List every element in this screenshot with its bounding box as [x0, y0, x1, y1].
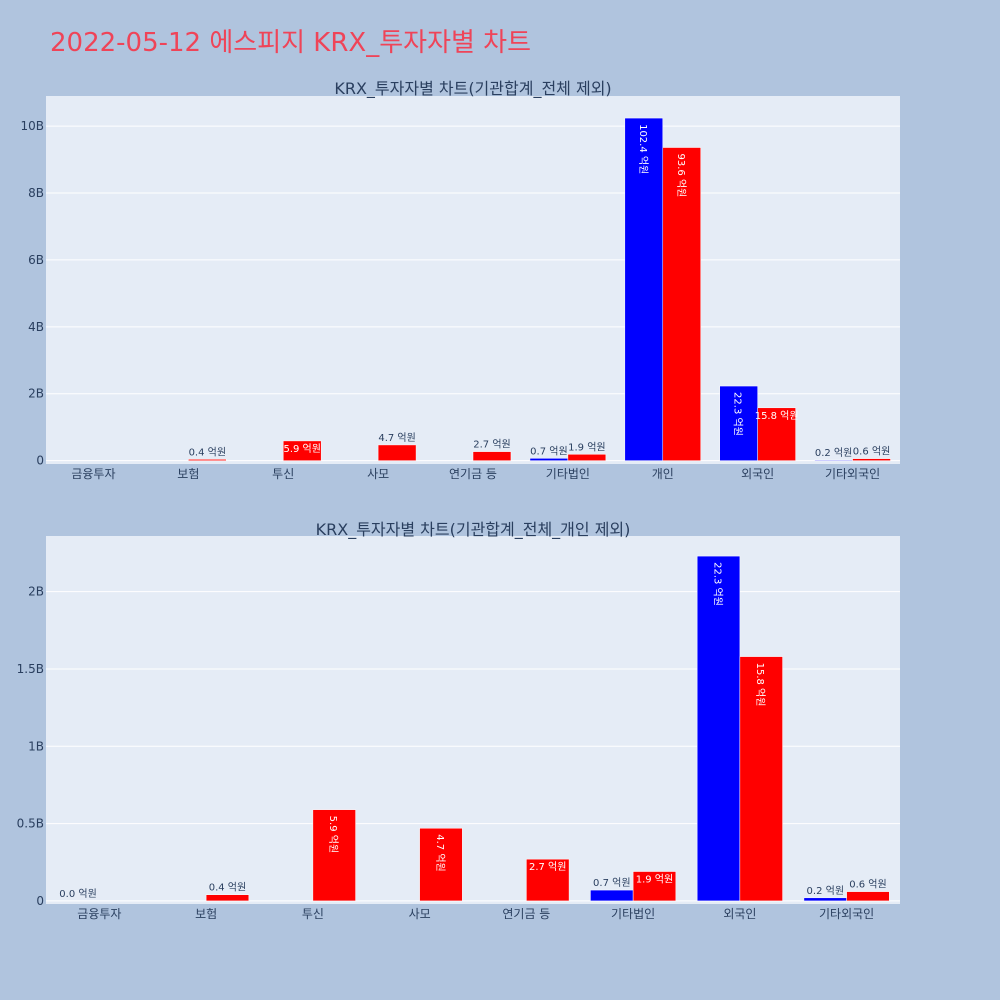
x-tick-label: 보험 [195, 907, 217, 921]
y-tick-label: 1.5B [17, 662, 44, 676]
x-tick-label: 기타외국인 [819, 907, 874, 921]
data-label: 22.3 억원 [732, 392, 744, 436]
page-title: 2022-05-12 에스피지 KRX_투자자별 차트 [50, 28, 532, 58]
chart-title: KRX_투자자별 차트(기관합계_전체_개인 제외) [316, 520, 631, 540]
chart-2: KRX_투자자별 차트(기관합계_전체_개인 제외) 0 0.5B 1B 1.5B 2B 금… [17, 520, 900, 921]
data-label: 0.4 억원 [209, 882, 246, 894]
x-tick-label: 연기금 등 [449, 467, 497, 481]
bar-red [852, 458, 891, 461]
x-tick-label: 투신 [302, 907, 324, 921]
data-label: 2.7 억원 [473, 439, 510, 451]
chart-1: KRX_투자자별 차트(기관합계_전체 제외) 0 2B 4B 6B 8B 10B 금융투자 보… [20, 79, 900, 481]
x-tick-label: 사모 [367, 467, 389, 481]
bar-red [188, 459, 227, 461]
data-label: 0.6 억원 [853, 446, 890, 458]
data-label: 15.8 억원 [755, 410, 799, 422]
x-tick-label: 외국인 [723, 907, 756, 921]
x-tick-label: 금융투자 [71, 467, 115, 481]
data-label: 2.7 억원 [529, 861, 566, 873]
data-label: 22.3 억원 [712, 562, 724, 606]
x-tick-label: 기타법인 [611, 907, 655, 921]
bar-red [526, 858, 570, 902]
y-tick-label: 6B [28, 253, 44, 267]
x-tick-label: 금융투자 [77, 907, 121, 921]
data-label: 0.7 억원 [530, 445, 567, 457]
data-label: 5.9 억원 [327, 816, 339, 853]
data-label: 93.6 억원 [675, 154, 687, 198]
bar-blue [624, 117, 664, 461]
y-tick-label: 0 [36, 894, 44, 908]
bar-red [739, 656, 783, 902]
bar-blue [529, 458, 569, 461]
data-label: 1.9 억원 [636, 874, 673, 886]
y-tick-label: 0.5B [17, 817, 44, 831]
y-tick-label: 0 [36, 454, 44, 468]
data-label: 4.7 억원 [378, 432, 415, 444]
data-label: 0.6 억원 [849, 879, 886, 891]
bar-blue [719, 385, 758, 461]
data-label: 0.0 억원 [59, 888, 96, 900]
x-tick-label: 보험 [177, 467, 199, 481]
bar-red [419, 827, 463, 902]
data-label: 1.9 억원 [568, 441, 605, 453]
data-label: 0.7 억원 [593, 877, 630, 889]
data-label: 0.2 억원 [807, 885, 844, 897]
bar-blue [803, 897, 847, 902]
y-tick-label: 10B [20, 119, 44, 133]
bar-red [377, 444, 417, 461]
x-tick-label: 사모 [409, 907, 431, 921]
bar-blue [814, 459, 853, 461]
x-tick-label: 기타법인 [546, 467, 590, 481]
data-label: 0.4 억원 [189, 446, 226, 458]
data-label: 102.4 억원 [637, 124, 649, 174]
x-tick-label: 투신 [272, 467, 294, 481]
bar-red [312, 809, 356, 902]
x-tick-label: 외국인 [741, 467, 774, 481]
bar-red [757, 407, 796, 461]
bar-red [282, 440, 322, 461]
y-tick-label: 2B [28, 387, 44, 401]
bar-red [662, 147, 701, 461]
data-label: 5.9 억원 [283, 443, 320, 455]
y-tick-label: 2B [28, 585, 44, 599]
bar-red [632, 871, 677, 902]
x-tick-label: 연기금 등 [502, 907, 550, 921]
bar-red [205, 894, 250, 902]
x-tick-label: 기타외국인 [825, 467, 880, 481]
data-label: 0.2 억원 [815, 447, 852, 459]
bar-red [567, 454, 607, 461]
data-label: 15.8 억원 [754, 663, 766, 707]
data-label: 4.7 억원 [434, 834, 446, 871]
bar-blue [590, 889, 634, 902]
chart-title: KRX_투자자별 차트(기관합계_전체 제외) [334, 79, 611, 99]
y-tick-label: 1B [28, 739, 44, 753]
bar-red [846, 891, 890, 902]
x-tick-label: 개인 [652, 467, 674, 481]
bar-red [472, 451, 512, 461]
y-tick-label: 4B [28, 320, 44, 334]
bar-blue [696, 555, 741, 902]
y-tick-label: 8B [28, 186, 44, 200]
